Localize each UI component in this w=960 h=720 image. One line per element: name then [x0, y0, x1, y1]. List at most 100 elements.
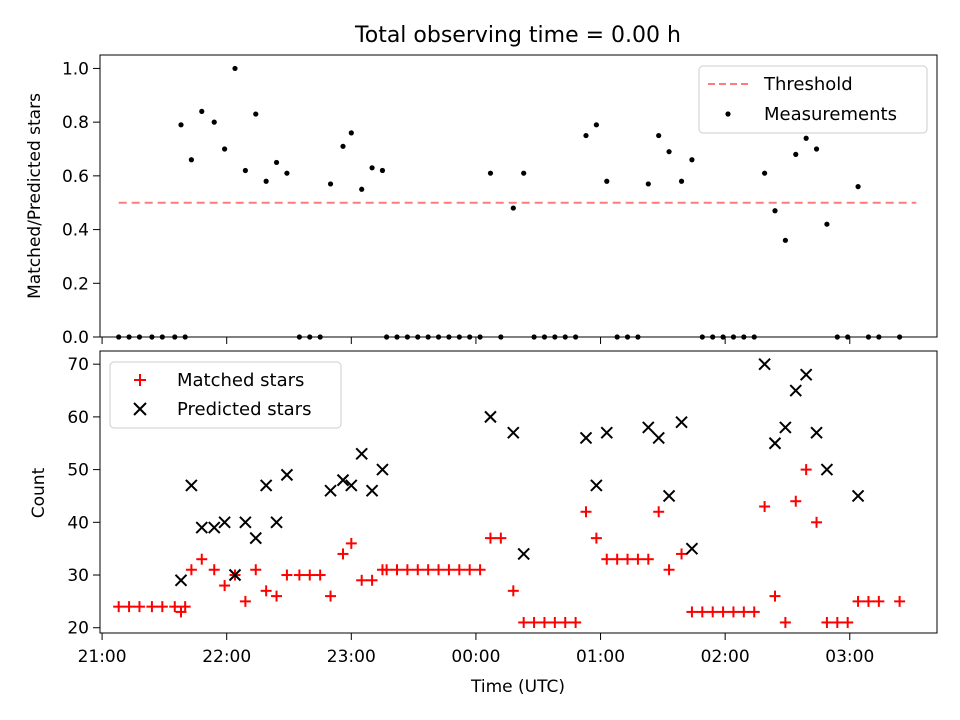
predicted-legend-swatch [133, 402, 147, 416]
matched-star-point [653, 506, 665, 518]
matched-star-point [337, 548, 349, 560]
matched-star-point [894, 595, 906, 607]
bottom-panel: 20 30 40 50 60 70 21:00 22:00 23:00 00:00 01:00 02… [29, 350, 938, 697]
matched-star-point [314, 569, 326, 581]
matched-star-point [759, 500, 771, 512]
predicted-star-point [579, 431, 593, 445]
matched-star-point [622, 553, 634, 565]
matched-star-point [169, 601, 181, 613]
bottom-y-ticks: 20 30 40 50 60 70 [67, 355, 100, 639]
predicted-star-point [208, 521, 221, 534]
measurement-point [359, 186, 365, 192]
predicted-star-point [685, 542, 699, 555]
matched-star-point [707, 606, 719, 618]
predicted-star-point [600, 426, 613, 439]
measurement-point [678, 178, 685, 184]
matched-star-point [175, 606, 187, 618]
predicted-star-point [517, 547, 530, 561]
predicted-star-point [355, 447, 368, 460]
matched-star-point [570, 616, 582, 628]
y-tick-label: 0.4 [62, 221, 89, 241]
predicted-star-point [376, 463, 389, 476]
measurement-point [340, 143, 346, 149]
predicted-star-point [851, 489, 865, 503]
measurement-point [178, 122, 184, 128]
measurement-point [762, 170, 768, 176]
predicted-star-point [239, 516, 252, 529]
measurement-point [666, 149, 672, 155]
predicted-star-point [652, 431, 665, 445]
predicted-legend-label: Predicted stars [177, 399, 311, 420]
matched-star-point [507, 585, 519, 597]
measurement-point [188, 157, 194, 163]
threshold-legend-label: Threshold [763, 74, 853, 95]
matched-star-point [391, 564, 403, 576]
measurement-point [782, 237, 788, 243]
predicted-star-point [758, 357, 771, 371]
measurement-point [645, 181, 651, 187]
y-tick-label: 0.8 [62, 113, 89, 133]
predicted-star-point [779, 421, 792, 434]
x-tick-label: 21:00 [78, 647, 127, 667]
matched-star-point [642, 553, 654, 565]
predicted-star-point [810, 426, 823, 439]
measurement-point [510, 205, 516, 211]
predicted-star-point [259, 479, 273, 492]
predicted-star-point [365, 484, 379, 497]
y-tick-label: 0.2 [62, 274, 89, 294]
y-tick-label: 40 [67, 513, 89, 533]
matched-legend-label: Matched stars [177, 370, 304, 391]
measurement-point [772, 208, 778, 214]
measurement-point [199, 108, 205, 114]
predicted-star-point [675, 415, 688, 429]
predicted-star-point [185, 479, 198, 492]
matched-star-point [769, 590, 781, 602]
y-tick-label: 60 [67, 408, 89, 428]
matched-star-point [443, 564, 455, 576]
matched-star-point [601, 553, 613, 565]
x-tick-label: 22:00 [202, 647, 251, 667]
top-axes-frame [99, 54, 938, 338]
predicted-star-point [789, 384, 802, 397]
top-legend: Threshold Measurements [698, 65, 928, 134]
y-tick-label: 1.0 [62, 59, 89, 79]
matched-star-point [831, 616, 843, 628]
measurement-point [263, 178, 269, 184]
matched-star-point [281, 569, 293, 581]
matched-star-point [528, 616, 540, 628]
matched-star-point [381, 564, 393, 576]
measurement-point [284, 170, 290, 176]
measurement-point [593, 122, 599, 128]
matched-star-point [113, 601, 125, 613]
measurement-point [253, 111, 259, 117]
matched-star-point [196, 553, 208, 565]
matched-star-point [133, 601, 145, 613]
matched-star-point [842, 616, 854, 628]
matched-star-point [356, 574, 368, 586]
matched-star-point [538, 616, 550, 628]
matched-star-point [559, 616, 571, 628]
bottom-y-axis-label: Count [29, 467, 49, 518]
measurement-point [793, 151, 799, 157]
measurement-point [803, 135, 809, 141]
matched-star-point [219, 580, 231, 592]
bottom-x-ticks: 21:00 22:00 23:00 00:00 01:00 02:00 03:00 [78, 633, 874, 667]
top-y-axis-label: Matched/Predicted stars [25, 93, 45, 299]
matched-star-point [484, 532, 496, 544]
matched-star-point [366, 574, 378, 586]
matched-star-point [590, 532, 602, 544]
measurement-point [242, 167, 248, 174]
matched-star-point [580, 506, 592, 518]
matched-star-point [474, 564, 486, 576]
predicted-star-point [174, 574, 188, 587]
matched-star-point [345, 537, 357, 549]
measurement-point [273, 159, 280, 166]
matched-star-point [453, 564, 465, 576]
measurement-point [813, 146, 820, 152]
measurements-legend-swatch [725, 111, 731, 117]
top-y-ticks: 0.0 0.2 0.4 0.6 0.8 1.0 [62, 59, 100, 348]
matched-star-point [293, 569, 305, 581]
predicted-star-point [799, 368, 813, 381]
measurements-legend-label: Measurements [764, 104, 897, 125]
